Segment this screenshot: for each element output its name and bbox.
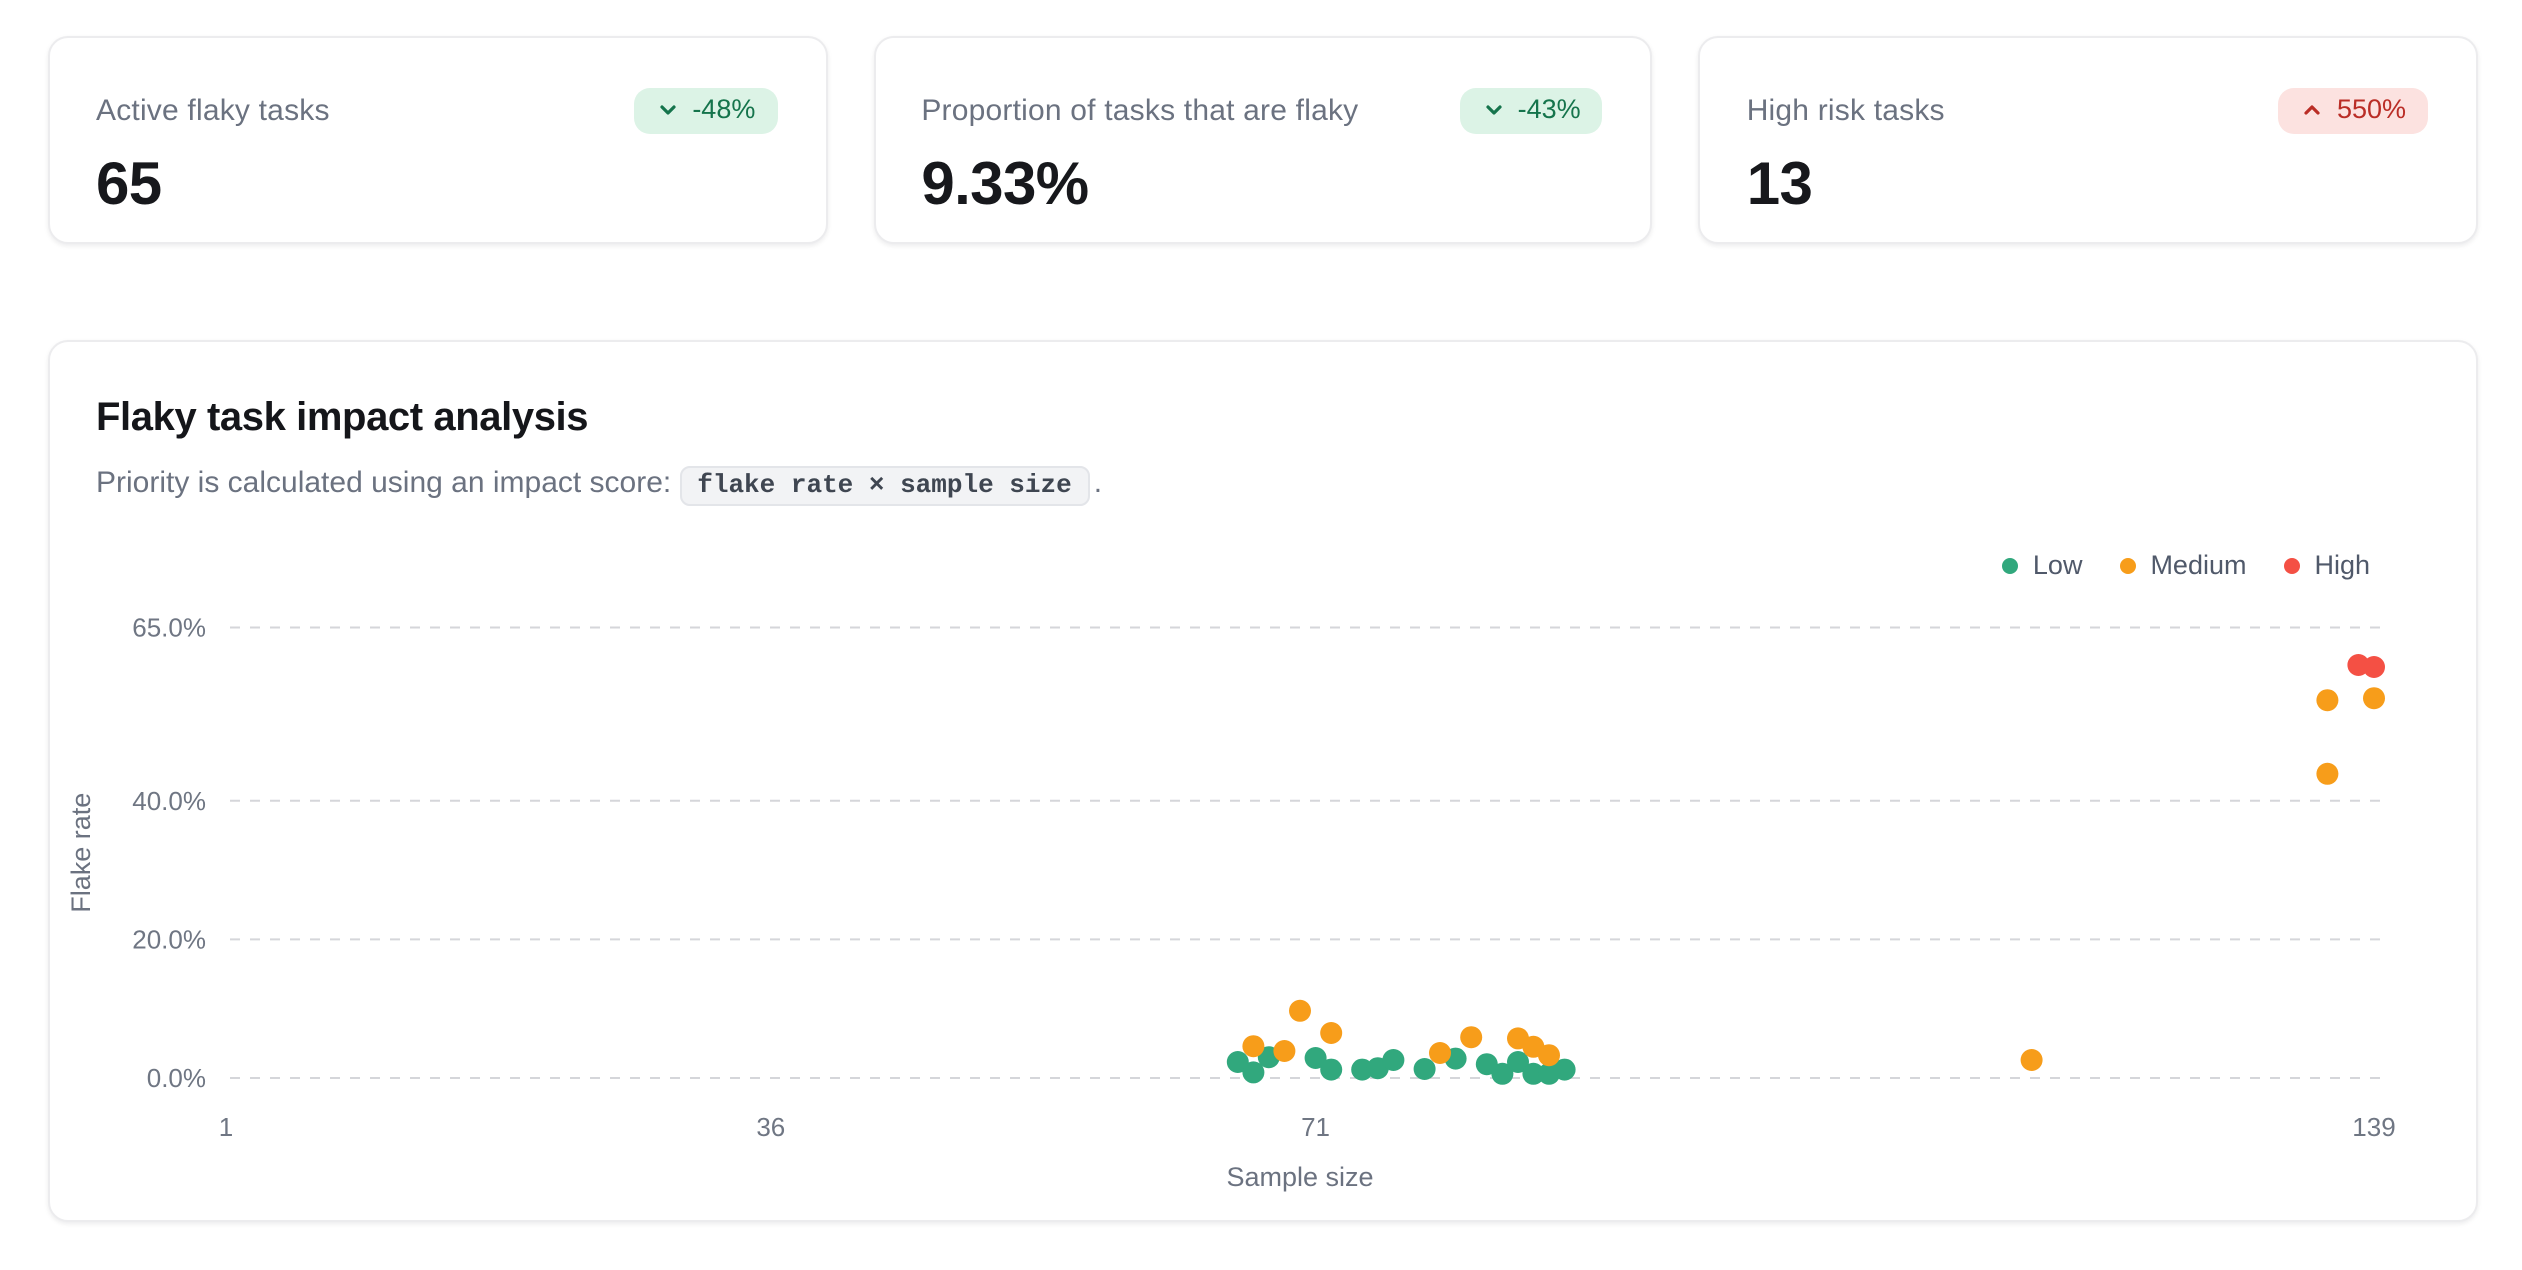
flaky-impact-analysis-card: Flaky task impact analysis Priority is c… bbox=[48, 340, 2478, 1222]
legend-dot-low bbox=[2002, 557, 2019, 573]
stat-card-flaky-proportion: Proportion of tasks that are flaky -43% … bbox=[873, 36, 1653, 244]
legend-item-medium[interactable]: Medium bbox=[2120, 550, 2246, 580]
impact-scatter-plot: 0.0% 20.0% 40.0% 65.0% 1 36 71 139 Sample size Fl… bbox=[66, 613, 2396, 1193]
trend-badge-text: -43% bbox=[1517, 94, 1581, 124]
stat-card-active-flaky-tasks: Active flaky tasks -48% 65 bbox=[48, 36, 828, 244]
trend-badge-text: -48% bbox=[692, 94, 756, 124]
scatter-point-medium[interactable] bbox=[2316, 689, 2339, 712]
svg-text:Flake rate: Flake rate bbox=[66, 793, 96, 913]
svg-text:Sample size: Sample size bbox=[1226, 1162, 1373, 1192]
scatter-point-low[interactable] bbox=[1553, 1058, 1576, 1081]
stat-value: 65 bbox=[96, 151, 162, 218]
stat-card-row: Active flaky tasks -48% 65 Proportion of… bbox=[48, 36, 2479, 244]
stat-label: Proportion of tasks that are flaky bbox=[921, 93, 1359, 128]
scatter-point-medium[interactable] bbox=[1273, 1040, 1296, 1062]
scatter-point-low[interactable] bbox=[1242, 1061, 1265, 1084]
svg-text:71: 71 bbox=[1301, 1112, 1330, 1142]
stat-value: 9.33% bbox=[921, 151, 1089, 218]
chart-subtitle-period: . bbox=[1093, 466, 1103, 500]
svg-text:1: 1 bbox=[219, 1112, 233, 1142]
scatter-point-low[interactable] bbox=[1522, 1062, 1545, 1085]
scatter-point-low[interactable] bbox=[1413, 1058, 1436, 1080]
scatter-point-medium[interactable] bbox=[1320, 1022, 1343, 1044]
trend-badge: -43% bbox=[1459, 88, 1603, 134]
scatter-point-medium[interactable] bbox=[1460, 1026, 1483, 1049]
legend-dot-high bbox=[2284, 557, 2301, 573]
scatter-point-low[interactable] bbox=[1320, 1058, 1343, 1081]
svg-text:0.0%: 0.0% bbox=[147, 1063, 206, 1093]
stat-label: High risk tasks bbox=[1746, 93, 1945, 128]
scatter-point-low[interactable] bbox=[1507, 1051, 1529, 1073]
legend-label-high: High bbox=[2314, 550, 2370, 580]
scatter-point-medium[interactable] bbox=[2020, 1049, 2043, 1071]
svg-text:20.0%: 20.0% bbox=[132, 924, 206, 954]
svg-text:65.0%: 65.0% bbox=[132, 613, 206, 643]
scatter-point-medium[interactable] bbox=[1429, 1042, 1451, 1064]
legend-item-low[interactable]: Low bbox=[2002, 550, 2083, 580]
svg-text:36: 36 bbox=[756, 1112, 785, 1142]
legend-label-low: Low bbox=[2032, 550, 2083, 580]
chevron-down-icon bbox=[1482, 99, 1506, 123]
trend-badge: -48% bbox=[634, 88, 778, 134]
svg-text:40.0%: 40.0% bbox=[132, 786, 206, 816]
chevron-up-icon bbox=[2301, 99, 2325, 123]
scatter-point-low[interactable] bbox=[1382, 1049, 1405, 1071]
legend-item-high[interactable]: High bbox=[2284, 550, 2370, 580]
trend-badge-text: 550% bbox=[2336, 94, 2407, 124]
impact-score-formula-chip: flake rate × sample size bbox=[679, 466, 1090, 506]
scatter-point-medium[interactable] bbox=[2316, 762, 2339, 785]
scatter-point-low[interactable] bbox=[1226, 1051, 1249, 1073]
scatter-point-low[interactable] bbox=[1491, 1062, 1514, 1085]
scatter-point-medium[interactable] bbox=[1538, 1044, 1560, 1067]
stat-card-high-risk-tasks: High risk tasks 550% 13 bbox=[1698, 36, 2479, 244]
stat-value: 13 bbox=[1746, 151, 1813, 218]
chart-title: Flaky task impact analysis bbox=[96, 396, 589, 440]
scatter-point-medium[interactable] bbox=[1289, 999, 1311, 1022]
stat-label: Active flaky tasks bbox=[96, 93, 330, 128]
chart-legend: Low Medium High bbox=[2002, 550, 2370, 580]
legend-label-medium: Medium bbox=[2150, 550, 2247, 580]
chart-subtitle: Priority is calculated using an impact s… bbox=[96, 466, 1103, 506]
legend-dot-medium bbox=[2120, 557, 2137, 573]
scatter-point-medium[interactable] bbox=[2363, 687, 2385, 710]
scatter-point-low[interactable] bbox=[1304, 1047, 1327, 1069]
trend-badge: 550% bbox=[2278, 88, 2429, 134]
scatter-point-high[interactable] bbox=[2363, 656, 2385, 678]
chevron-down-icon bbox=[656, 99, 680, 123]
chart-subtitle-text: Priority is calculated using an impact s… bbox=[96, 466, 672, 500]
scatter-point-medium[interactable] bbox=[1242, 1035, 1265, 1058]
svg-text:139: 139 bbox=[2352, 1112, 2395, 1142]
